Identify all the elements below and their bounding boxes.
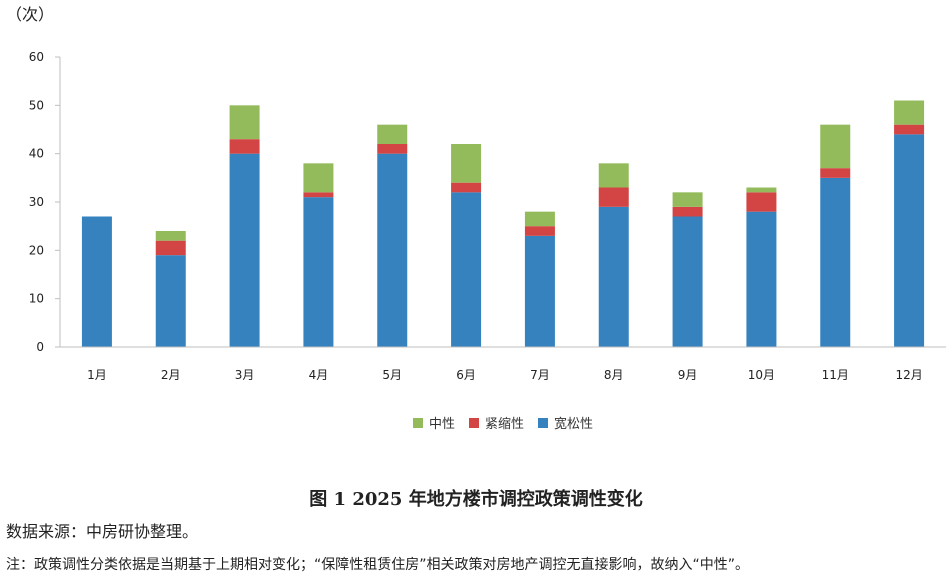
bar-segment [894,134,925,347]
bar-segment [894,124,925,135]
bar-segment [746,192,777,212]
bar-segment [155,255,186,347]
bar-segment [451,144,482,183]
bar-segment [524,235,555,347]
x-tick-label: 11月 [822,368,849,382]
x-tick-label: 1月 [87,368,107,382]
bar-segment [672,206,703,217]
bar-segment [229,153,260,347]
x-tick-label: 9月 [678,368,698,382]
bars [81,100,925,347]
footnote: 注：政策调性分类依据是当期基于上期相对变化；“保障性租赁住房”相关政策对房地产调… [6,557,750,573]
legend-label: 宽松性 [554,416,593,432]
bar-segment [303,192,334,198]
x-tick-label: 3月 [235,368,255,382]
bar-segment [746,211,777,347]
bar-segment [155,231,186,241]
bar-segment [451,182,482,193]
x-tick-label: 7月 [530,368,550,382]
x-axis: 1月 2月 3月 4月 5月 6月 7月 8月 9月 10月 11月 12月 [60,346,946,382]
y-tick-label: 40 [29,147,44,161]
x-tick-label: 10月 [748,368,775,382]
bar-segment [377,124,408,144]
bar-segment [303,163,334,193]
y-tick-label: 60 [29,50,44,64]
legend-swatch [538,418,548,428]
legend-swatch [413,418,423,428]
bar-segment [598,187,629,207]
bar-segment [672,192,703,207]
bar-segment [229,139,260,154]
stacked-bar-chart: 0 10 20 30 40 50 60 1月 2月 3月 4月 5月 6月 7月 8月 9月 10月 11月 12… [29,50,946,432]
legend: 中性 紧缩性 宽松性 [413,416,593,432]
x-tick-label: 2月 [161,368,181,382]
bar-segment [598,206,629,347]
bar-segment [524,211,555,227]
bar-segment [746,187,777,193]
y-tick-label: 50 [29,98,44,112]
y-axis: 0 10 20 30 40 50 60 [29,50,61,354]
y-axis-unit-label: （次） [6,5,55,24]
x-tick-label: 8月 [604,368,624,382]
legend-label: 紧缩性 [485,416,524,432]
bar-segment [451,192,482,347]
bar-segment [894,100,925,125]
bar-segment [377,144,408,154]
legend-swatch [469,418,479,428]
y-tick-label: 0 [36,340,44,354]
legend-label: 中性 [429,417,455,432]
x-tick-label: 12月 [895,368,922,382]
x-tick-label: 6月 [456,368,476,382]
bar-segment [820,124,851,169]
x-tick-label: 5月 [382,368,402,382]
bar-segment [820,177,851,347]
bar-segment [229,105,260,140]
bar-segment [672,216,703,347]
bar-segment [524,226,555,236]
y-tick-label: 10 [29,292,44,306]
bar-segment [377,153,408,347]
x-tick-label: 4月 [309,368,329,382]
data-source-note: 数据来源：中房研协整理。 [6,522,199,541]
bar-segment [155,240,186,256]
figure-title: 图 1 2025 年地方楼市调控政策调性变化 [309,489,643,510]
bar-segment [820,168,851,178]
y-tick-label: 30 [29,195,44,209]
y-tick-label: 20 [29,243,44,257]
bar-segment [81,216,112,347]
bar-segment [598,163,629,188]
bar-segment [303,197,334,347]
